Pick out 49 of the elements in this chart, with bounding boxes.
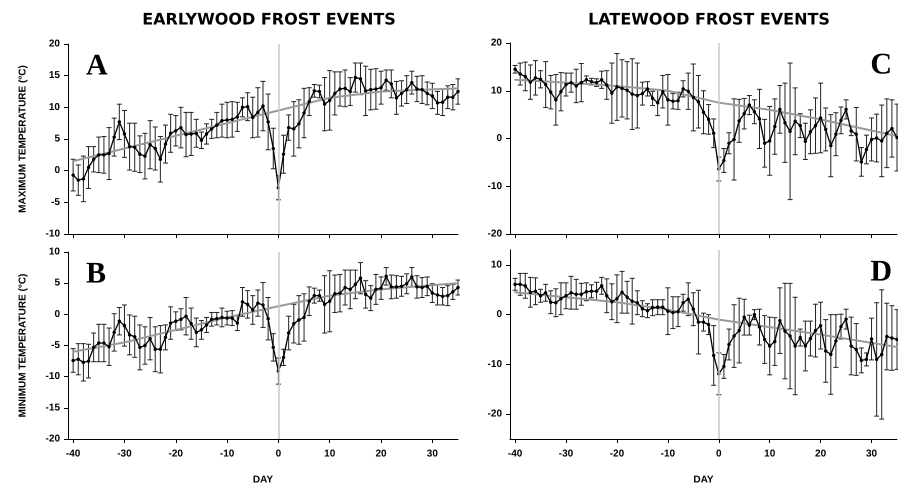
x-tick-label: 30 xyxy=(866,448,878,460)
annotation: C xyxy=(870,48,892,80)
x-axis-title: DAY xyxy=(693,474,714,486)
x-tick-label: 0 xyxy=(276,448,282,460)
x-tick-label: 20 xyxy=(815,448,827,460)
y-axis-title: MINIMUM TEMPERATURE (°C) xyxy=(18,274,28,418)
y-tick-label: -20 xyxy=(46,434,60,444)
y-tick-label: 10 xyxy=(490,85,502,96)
y-tick-label: -5 xyxy=(51,196,60,208)
x-tick-label: 10 xyxy=(764,448,776,460)
annotation: A xyxy=(86,48,108,82)
y-tick-label: 5 xyxy=(54,134,60,144)
y-tick-label: -10 xyxy=(46,371,60,382)
x-tick-label: 0 xyxy=(716,448,722,460)
y-axis-title: MAXIMUM TEMPERATURE (°C) xyxy=(18,65,28,213)
x-tick-label: -10 xyxy=(220,448,235,460)
x-tick-label: 30 xyxy=(426,448,438,460)
x-tick-label: 20 xyxy=(375,448,388,460)
x-tick-label: -20 xyxy=(610,448,625,460)
x-tick-label: 10 xyxy=(324,448,336,460)
annotation: D xyxy=(870,254,892,288)
y-tick-label: 10 xyxy=(490,259,502,270)
y-tick-label: -10 xyxy=(488,180,502,192)
y-tick-label: 0 xyxy=(496,309,502,320)
y-tick-label: 15 xyxy=(48,70,60,82)
y-tick-label: -10 xyxy=(488,358,502,370)
x-tick-label: -20 xyxy=(168,448,184,460)
y-tick-label: 20 xyxy=(490,38,502,48)
annotation: B xyxy=(86,256,106,290)
y-tick-label: 0 xyxy=(496,133,502,144)
x-tick-label: -10 xyxy=(660,448,676,460)
y-tick-label: -10 xyxy=(46,228,60,240)
y-tick-label: -5 xyxy=(51,340,60,351)
y-tick-label: 0 xyxy=(54,165,60,176)
y-tick-label: 10 xyxy=(48,246,60,258)
y-tick-label: 0 xyxy=(54,308,60,320)
x-axis-title: DAY xyxy=(252,474,274,486)
y-tick-label: -20 xyxy=(488,228,502,240)
y-tick-label: 20 xyxy=(48,38,60,50)
y-tick-label: -15 xyxy=(46,402,60,414)
x-tick-label: -30 xyxy=(558,448,574,460)
x-tick-label: -30 xyxy=(117,448,132,460)
y-tick-label: 10 xyxy=(48,102,60,113)
chart-title: EARLYWOOD FROST EVENTS xyxy=(142,10,396,28)
x-tick-label: -40 xyxy=(508,448,523,460)
y-tick-label: 5 xyxy=(54,278,60,289)
x-tick-label: -40 xyxy=(66,448,81,460)
y-tick-label: -20 xyxy=(488,408,502,420)
chart-title: LATEWOOD FROST EVENTS xyxy=(588,10,830,28)
